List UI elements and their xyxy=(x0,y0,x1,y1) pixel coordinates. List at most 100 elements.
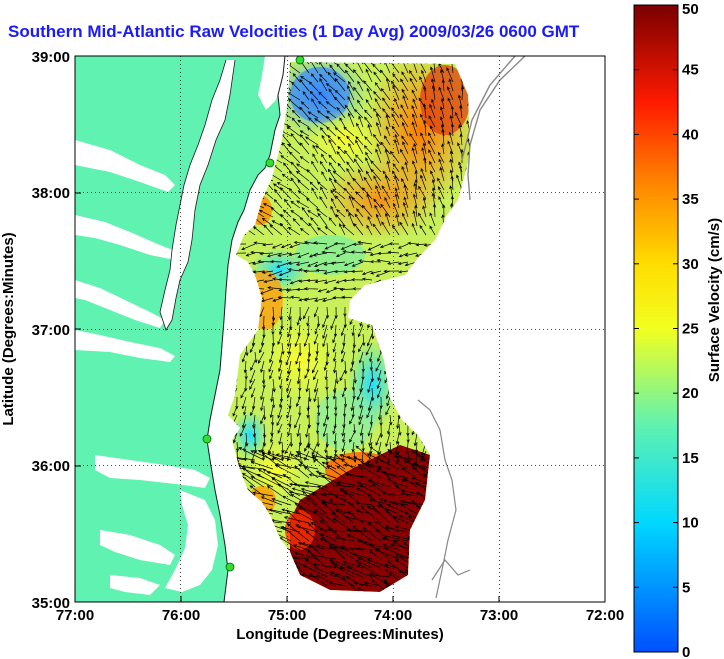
velocity-arrow xyxy=(260,360,265,373)
velocity-arrow xyxy=(366,224,373,236)
velocity-arrow xyxy=(269,224,283,236)
velocity-arrow xyxy=(304,441,310,452)
velocity-arrow xyxy=(296,163,310,173)
velocity-arrow xyxy=(375,112,382,128)
velocity-arrow xyxy=(263,224,274,236)
y-tick-label: 36:00 xyxy=(32,458,70,475)
velocity-arrow xyxy=(306,127,319,137)
velocity-arrow xyxy=(252,491,274,497)
velocity-arrow xyxy=(266,252,283,258)
velocity-arrow xyxy=(460,85,465,101)
velocity-arrow xyxy=(342,498,364,515)
velocity-arrow xyxy=(382,97,391,110)
velocity-arrow xyxy=(270,414,275,426)
velocity-arrow xyxy=(311,441,319,456)
velocity-arrow xyxy=(277,333,283,345)
velocity-arrow xyxy=(382,499,409,506)
velocity-arrow xyxy=(351,552,373,560)
velocity-arrow xyxy=(329,64,337,74)
velocity-arrow xyxy=(350,396,355,412)
velocity-arrow xyxy=(269,259,283,264)
velocity-arrow xyxy=(239,423,247,437)
velocity-arrow xyxy=(369,414,374,426)
velocity-arrow xyxy=(373,133,382,146)
velocity-arrow xyxy=(341,295,355,299)
velocity-arrow xyxy=(250,360,256,371)
velocity-arrow xyxy=(392,84,400,101)
velocity-arrow xyxy=(326,126,337,137)
velocity-arrow xyxy=(310,521,328,533)
velocity-arrow xyxy=(403,460,427,470)
velocity-arrow xyxy=(399,221,409,236)
velocity-arrow xyxy=(315,423,320,435)
velocity-arrow xyxy=(411,147,418,164)
velocity-arrow xyxy=(241,396,247,410)
velocity-arrow xyxy=(412,160,418,173)
velocity-arrow xyxy=(288,261,301,265)
velocity-arrow xyxy=(339,287,355,292)
velocity-arrow xyxy=(286,369,292,382)
velocity-arrow xyxy=(269,369,274,380)
velocity-arrow xyxy=(352,333,356,349)
velocity-arrow xyxy=(275,453,301,461)
velocity-arrow xyxy=(354,560,373,569)
velocity-arrow xyxy=(316,227,328,236)
velocity-arrow xyxy=(281,173,292,182)
velocity-arrow xyxy=(262,405,267,421)
velocity-arrow xyxy=(297,252,310,258)
velocity-arrow xyxy=(335,369,339,385)
velocity-arrow xyxy=(365,99,373,110)
velocity-arrow xyxy=(384,148,391,164)
velocity-arrow xyxy=(450,175,454,191)
velocity-arrow xyxy=(411,105,418,119)
velocity-arrow xyxy=(420,174,427,191)
velocity-arrow xyxy=(412,193,418,209)
velocity-arrow xyxy=(446,67,454,83)
velocity-arrow xyxy=(313,306,319,318)
velocity-arrow xyxy=(374,97,382,110)
velocity-arrow xyxy=(401,135,409,146)
velocity-arrow xyxy=(287,360,292,375)
velocity-arrow xyxy=(332,296,346,300)
velocity-arrow xyxy=(330,261,346,265)
velocity-arrow xyxy=(385,212,391,227)
velocity-arrow xyxy=(319,196,328,209)
velocity-arrow xyxy=(332,342,337,353)
velocity-arrow xyxy=(335,252,346,257)
colorbar-tick-label: 45 xyxy=(682,62,699,79)
velocity-arrow xyxy=(347,95,355,110)
velocity-arrow xyxy=(423,85,427,101)
velocity-arrow xyxy=(437,151,445,164)
velocity-arrow xyxy=(439,116,445,128)
velocity-arrow xyxy=(288,188,301,200)
velocity-arrow xyxy=(379,460,400,470)
velocity-arrow xyxy=(287,143,301,155)
velocity-arrow xyxy=(441,79,445,92)
velocity-arrow xyxy=(366,405,373,419)
velocity-arrow xyxy=(332,188,346,200)
velocity-arrow xyxy=(330,205,337,218)
velocity-arrow xyxy=(310,73,319,83)
velocity-arrow xyxy=(371,324,375,340)
velocity-arrow xyxy=(428,132,436,146)
velocity-arrow xyxy=(392,73,400,83)
velocity-arrow xyxy=(419,224,427,236)
velocity-arrow xyxy=(429,103,436,119)
velocity-arrow xyxy=(446,86,454,101)
velocity-arrow xyxy=(317,405,321,417)
velocity-arrow xyxy=(367,396,373,412)
velocity-arrow xyxy=(307,549,328,569)
velocity-arrow xyxy=(262,423,267,439)
velocity-arrow xyxy=(258,209,274,218)
velocity-arrow xyxy=(400,492,418,497)
velocity-arrow xyxy=(366,453,382,461)
velocity-arrow xyxy=(328,154,337,164)
velocity-arrow xyxy=(321,153,328,164)
velocity-arrow xyxy=(357,540,382,551)
velocity-arrow xyxy=(304,136,319,146)
velocity-arrow xyxy=(292,72,301,83)
velocity-arrow xyxy=(374,548,400,560)
velocity-arrow xyxy=(358,405,364,421)
velocity-arrow xyxy=(330,197,337,209)
velocity-arrow xyxy=(334,77,346,92)
